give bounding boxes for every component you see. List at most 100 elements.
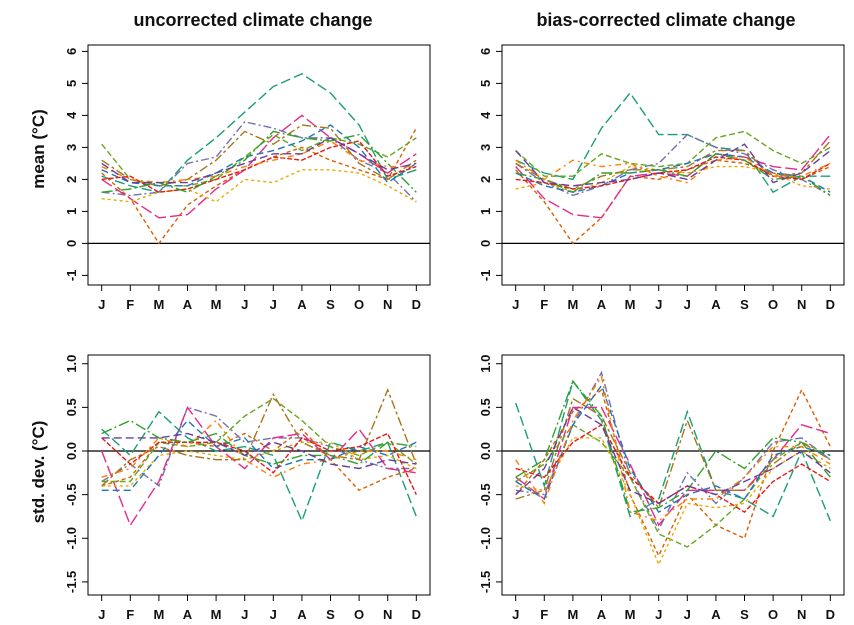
panel-uncorrected-mean: -1 0 1 2 3 4 5 6 J F M A M J J A S O N D xyxy=(64,44,431,312)
series-line-6 xyxy=(101,441,417,487)
x-tick-label: J xyxy=(241,607,248,622)
x-tick-label: D xyxy=(826,607,835,622)
y-tick-label: -1.5 xyxy=(478,571,493,593)
x-tick-label: J xyxy=(512,607,519,622)
y-tick-label: 0.5 xyxy=(478,398,493,416)
series-line-9 xyxy=(101,140,417,193)
y-tick-label: 0.5 xyxy=(64,398,79,416)
series-line-7 xyxy=(101,388,417,487)
y-tick-label: 0 xyxy=(64,240,79,247)
y-tick-label: 1 xyxy=(64,208,79,215)
y-tick-label: 1.0 xyxy=(64,355,79,373)
x-tick-label: A xyxy=(297,607,307,622)
y-tick-label: 2 xyxy=(478,176,493,183)
series-line-8 xyxy=(101,419,417,491)
y-tick-label: -1.0 xyxy=(478,527,493,549)
series-line-12 xyxy=(101,432,417,470)
x-tick-label: S xyxy=(740,607,749,622)
x-tick-label: J xyxy=(512,297,519,312)
x-tick-label: N xyxy=(383,297,392,312)
series-line-11 xyxy=(101,419,417,478)
x-tick-label: A xyxy=(711,607,721,622)
y-tick-label: 3 xyxy=(478,144,493,151)
x-tick-label: J xyxy=(655,297,662,312)
x-tick-label: S xyxy=(326,607,335,622)
series-line-5 xyxy=(101,397,417,483)
series-line-2 xyxy=(101,428,417,492)
panel-bias-corrected-mean: -1 0 1 2 3 4 5 6 J F M A M J J A S O N D xyxy=(478,44,845,312)
panel-uncorrected-std-dev: -1.5 -1.0 -0.5 0.0 0.5 1.0 J F M A M J J A S O N D xyxy=(64,354,431,622)
y-tick-label: -0.5 xyxy=(64,483,79,505)
x-tick-label: J xyxy=(98,297,105,312)
series-line-1 xyxy=(101,73,417,193)
x-tick-label: F xyxy=(126,607,134,622)
x-tick-label: F xyxy=(126,297,134,312)
y-tick-label: 0.0 xyxy=(64,442,79,460)
y-tick-label: 0 xyxy=(478,240,493,247)
y-tick-label: -0.5 xyxy=(478,483,493,505)
x-tick-label: J xyxy=(655,607,662,622)
x-tick-label: O xyxy=(768,607,778,622)
series-line-10 xyxy=(515,379,831,513)
plot-frame xyxy=(87,44,431,286)
plot-frame xyxy=(501,44,845,286)
y-tick-label: 1 xyxy=(478,208,493,215)
x-tick-label: S xyxy=(326,297,335,312)
series-line-1 xyxy=(515,379,831,522)
x-tick-label: A xyxy=(597,297,607,312)
y-tick-label: 6 xyxy=(478,48,493,55)
x-tick-label: J xyxy=(241,297,248,312)
panel-bias-corrected-std-dev: -1.5 -1.0 -0.5 0.0 0.5 1.0 J F M A M J J A S O N D xyxy=(478,354,845,622)
x-tick-label: O xyxy=(354,607,364,622)
column-title-uncorrected: uncorrected climate change xyxy=(133,10,372,30)
series-line-3 xyxy=(101,121,417,203)
x-tick-label: M xyxy=(211,607,222,622)
x-tick-label: M xyxy=(567,607,578,622)
x-tick-label: A xyxy=(297,297,307,312)
series-line-11 xyxy=(101,140,417,184)
x-tick-label: A xyxy=(597,607,607,622)
series-line-3 xyxy=(101,406,417,488)
x-tick-label: J xyxy=(98,607,105,622)
series-line-5 xyxy=(515,130,831,177)
x-tick-label: A xyxy=(711,297,721,312)
y-tick-label: 3 xyxy=(64,144,79,151)
series-line-12 xyxy=(101,136,417,184)
series-line-12 xyxy=(515,406,831,505)
x-tick-label: D xyxy=(412,297,421,312)
series-line-12 xyxy=(515,143,831,187)
x-tick-label: J xyxy=(270,297,277,312)
series-line-1 xyxy=(515,91,831,194)
series-line-4 xyxy=(101,114,417,219)
x-tick-label: F xyxy=(540,297,548,312)
x-tick-label: M xyxy=(625,607,636,622)
x-tick-label: M xyxy=(625,297,636,312)
series-line-9 xyxy=(101,432,417,495)
series-line-9 xyxy=(515,423,831,513)
x-tick-label: F xyxy=(540,607,548,622)
series-line-4 xyxy=(101,405,417,527)
series-line-11 xyxy=(515,156,831,184)
y-tick-label: -1 xyxy=(478,270,493,282)
y-tick-label: 0.0 xyxy=(478,442,493,460)
x-tick-label: O xyxy=(354,297,364,312)
y-tick-label: -1 xyxy=(64,270,79,282)
row-label-mean: mean (°C) xyxy=(29,109,48,189)
y-tick-label: 2 xyxy=(64,176,79,183)
series-line-6 xyxy=(101,169,417,203)
series-line-3 xyxy=(515,133,831,197)
y-tick-label: -1.5 xyxy=(64,571,79,593)
series-line-10 xyxy=(515,153,831,196)
y-tick-label: -1.0 xyxy=(64,527,79,549)
x-tick-label: N xyxy=(797,607,806,622)
series-line-11 xyxy=(515,375,831,522)
x-tick-label: J xyxy=(684,607,691,622)
series-line-8 xyxy=(101,124,417,187)
x-tick-label: N xyxy=(383,607,392,622)
series-line-10 xyxy=(101,130,417,193)
series-line-8 xyxy=(515,384,831,514)
series-line-2 xyxy=(515,388,831,558)
y-tick-label: 6 xyxy=(64,48,79,55)
x-tick-label: N xyxy=(797,297,806,312)
